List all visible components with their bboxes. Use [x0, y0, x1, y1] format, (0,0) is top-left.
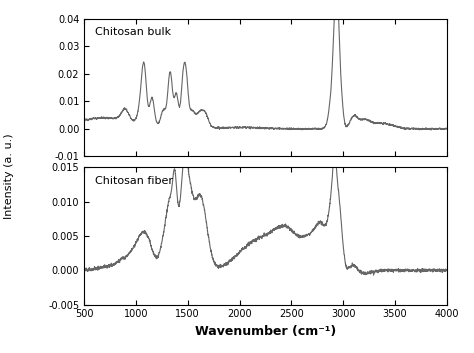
X-axis label: Wavenumber (cm⁻¹): Wavenumber (cm⁻¹): [195, 325, 336, 338]
Text: Chitosan fiber: Chitosan fiber: [95, 175, 173, 186]
Text: Chitosan bulk: Chitosan bulk: [95, 27, 171, 37]
Text: Intensity (a. u.): Intensity (a. u.): [4, 134, 15, 219]
